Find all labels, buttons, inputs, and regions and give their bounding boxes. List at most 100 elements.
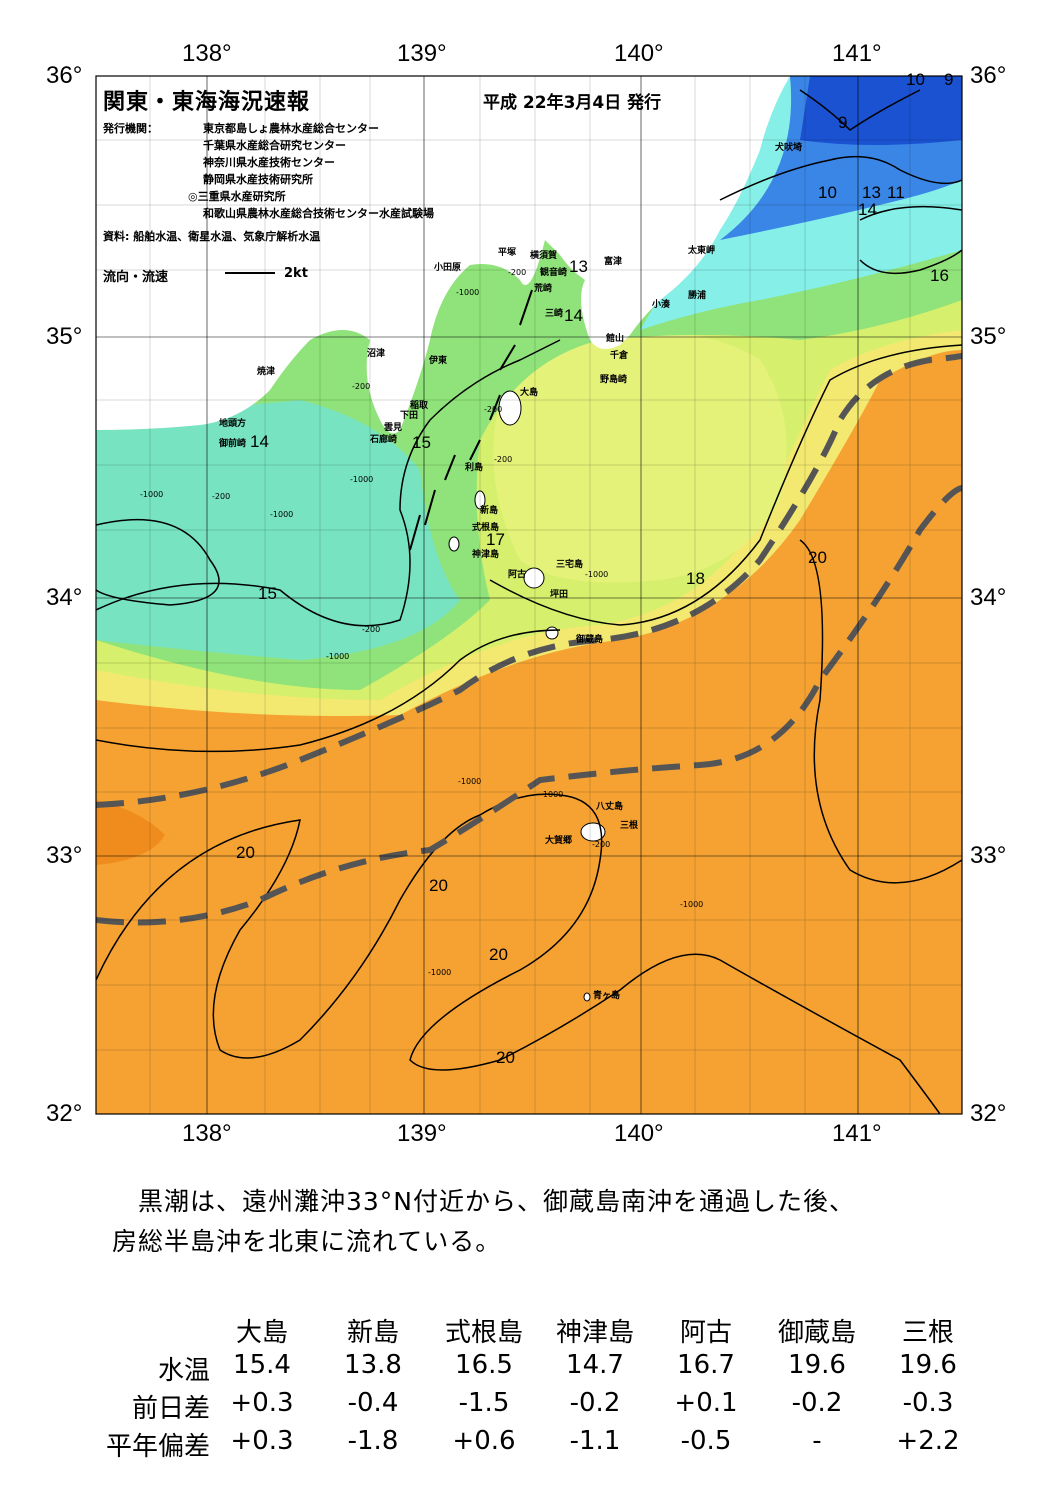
depth-label: -200 <box>352 382 371 391</box>
place-label: 稲取 <box>410 401 429 411</box>
place-label: 阿古 <box>508 570 527 580</box>
place-label: 新島 <box>480 506 499 516</box>
table-cell: +0.1 <box>674 1388 738 1418</box>
isotherm-20 <box>799 539 962 884</box>
place-label: 地頭方 <box>219 419 247 429</box>
place-label: 八丈島 <box>596 802 624 812</box>
row-label: 前日差 <box>131 1394 210 1424</box>
table-cell: +0.3 <box>230 1388 294 1418</box>
isotherm-label: 15 <box>258 584 277 603</box>
aogashima-island <box>583 992 591 1002</box>
isotherm <box>799 89 921 131</box>
row-label: 水温 <box>157 1356 210 1386</box>
column-header: 御蔵島 <box>777 1318 856 1348</box>
column-header: 阿古 <box>679 1318 732 1348</box>
place-label: 犬吠埼 <box>775 143 803 153</box>
place-label: 野島崎 <box>600 375 628 385</box>
isotherm <box>859 205 962 221</box>
kuroshio-south-edge <box>96 485 962 926</box>
lat-label-left: 35° <box>46 323 83 350</box>
table-cell: -1.5 <box>458 1388 510 1418</box>
kuroshio-north-edge <box>96 353 962 808</box>
depth-label: -1000 <box>680 900 704 909</box>
lat-label-left: 36° <box>46 62 83 89</box>
lon-label-bottom: 141° <box>832 1120 882 1147</box>
isotherm-label: 20 <box>236 843 255 862</box>
map-title: 関東・東海海況速報 <box>103 90 311 115</box>
depth-label: -1000 <box>585 570 609 579</box>
isotherm <box>96 419 431 627</box>
table-cell: -0.2 <box>791 1388 843 1418</box>
place-label: 雲見 <box>384 423 403 433</box>
depth-label: -1000 <box>350 475 374 484</box>
depth-label: -200 <box>484 405 503 414</box>
place-label: 式根島 <box>472 523 500 533</box>
issue-date: 平成 22年3月4日 発行 <box>483 93 662 113</box>
isotherm-20 <box>96 793 941 1114</box>
depth-label: -200 <box>362 625 381 634</box>
isotherm <box>719 155 962 201</box>
depth-label: -1000 <box>540 790 564 799</box>
row-label: 平年偏差 <box>105 1432 210 1462</box>
lon-label-top: 140° <box>614 40 664 67</box>
table-cell: 19.6 <box>899 1350 957 1380</box>
isotherm-label: 11 <box>887 183 905 202</box>
column-header: 三根 <box>901 1318 954 1348</box>
table-cell: +0.6 <box>452 1426 516 1456</box>
table-cell: -0.3 <box>902 1388 954 1418</box>
current-arrow <box>444 454 456 481</box>
lat-label-left: 32° <box>46 1100 83 1127</box>
depth-label: -200 <box>508 268 527 277</box>
lon-label-bottom: 140° <box>614 1120 664 1147</box>
depth-label: -1000 <box>428 968 452 977</box>
place-label: 小湊 <box>652 300 671 310</box>
column-header: 式根島 <box>444 1318 523 1348</box>
depth-label: -1000 <box>456 288 480 297</box>
summary-line: 黒潮は、遠州灘沖33°N付近から、御蔵島南沖を通過した後、 <box>138 1187 856 1216</box>
minor-grid <box>96 76 962 1114</box>
lat-label-left: 34° <box>46 584 83 611</box>
table-cell: -0.5 <box>680 1426 732 1456</box>
depth-label: -1000 <box>270 510 294 519</box>
table-cell: -1.1 <box>569 1426 621 1456</box>
place-label: 平塚 <box>498 248 517 258</box>
lat-label-right: 34° <box>970 584 1007 611</box>
isotherm-label: 14 <box>250 432 269 451</box>
isotherm-label: 18 <box>686 569 705 588</box>
isotherm <box>429 339 561 421</box>
table-cell: - <box>812 1426 822 1456</box>
isotherm-label: 14 <box>858 200 877 219</box>
place-label: 青ヶ島 <box>593 991 621 1001</box>
isotherm-label: 17 <box>486 530 505 549</box>
isotherm-label: 16 <box>930 266 949 285</box>
mikurajima-island <box>545 626 559 640</box>
place-label: 下田 <box>400 411 419 421</box>
depth-label: -1000 <box>326 652 350 661</box>
table-cell: -0.2 <box>569 1388 621 1418</box>
current-arrow <box>424 489 436 526</box>
place-label: 御蔵島 <box>576 635 604 645</box>
lon-label-top: 141° <box>832 40 882 67</box>
depth-label: -1000 <box>140 490 164 499</box>
isotherm-label: 9 <box>838 113 848 132</box>
isotherm-label: 20 <box>808 548 827 567</box>
place-label: 観音崎 <box>540 268 568 278</box>
depth-label: -200 <box>494 455 513 464</box>
place-label: 神津島 <box>472 550 500 560</box>
isotherm-label: 20 <box>429 876 448 895</box>
lat-label-left: 33° <box>46 842 83 869</box>
issuer: 東京都島しょ農林水産総合センター <box>203 122 379 135</box>
place-label: 三崎 <box>545 309 564 319</box>
table-cell: 15.4 <box>233 1350 291 1380</box>
isotherm <box>96 518 220 606</box>
place-label: 館山 <box>606 334 625 344</box>
current-arrow <box>519 289 533 326</box>
isotherm-label: 10 <box>906 70 925 89</box>
sea-temperature-map: 138° 139° 140° 141° 138° 139° 140° 141° … <box>46 40 1007 1147</box>
kozushima-island <box>448 536 460 552</box>
depth-label: -1000 <box>458 777 482 786</box>
current-arrow <box>409 514 421 551</box>
place-label: 大賀郷 <box>545 836 573 846</box>
place-label: 横須賀 <box>530 251 558 261</box>
place-label: 沼津 <box>367 349 386 359</box>
